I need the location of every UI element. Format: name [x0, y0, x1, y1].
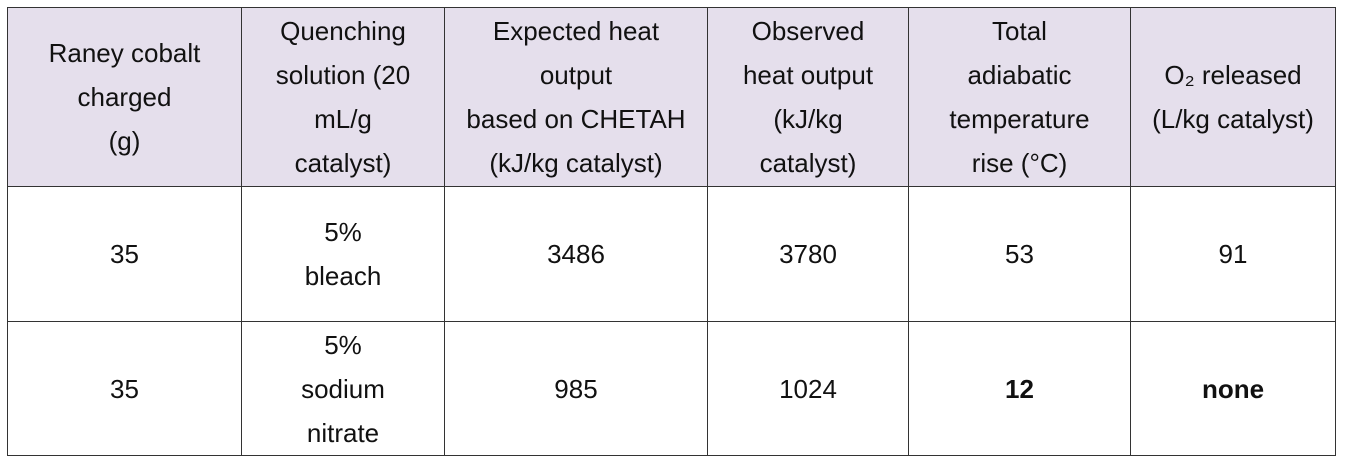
table-cell: 12	[908, 321, 1131, 456]
cell-line: adiabatic	[967, 60, 1072, 90]
table-cell: 3780	[707, 186, 909, 322]
cell-line: catalyst)	[759, 148, 857, 178]
cell-line: rise (°C)	[971, 148, 1068, 178]
cell-line: sodium	[301, 373, 385, 404]
cell-line: catalyst)	[294, 148, 392, 178]
table-cell: 985	[444, 321, 708, 456]
table-cell: 3486	[444, 186, 708, 322]
table-cell: 1024	[707, 321, 909, 456]
cell-line: Expected heat	[492, 16, 660, 46]
header-cell: Raney cobalt charged (g)	[7, 7, 242, 187]
table-cell: 91	[1130, 186, 1336, 322]
header-row: Raney cobalt charged (g) Quenching solution …	[7, 7, 1336, 187]
cell-line: bleach	[304, 261, 382, 291]
table-row: 35 5% bleach 3486 3780 53 91	[7, 186, 1336, 322]
cell-line: (g)	[108, 126, 141, 156]
cell-line: mL/g	[314, 104, 372, 134]
table-cell: 5% bleach	[241, 186, 445, 322]
cell-line: (kJ/kg catalyst)	[489, 148, 663, 178]
cell-line: Total	[992, 16, 1047, 46]
table-header: Raney cobalt charged (g) Quenching solution …	[7, 7, 1336, 187]
cell-line: Raney cobalt	[48, 38, 201, 68]
header-cell: Observed heat output (kJ/kg catalyst)	[707, 7, 909, 187]
table-cell: 5% sodium nitrate	[241, 321, 445, 456]
cell-line: (L/kg catalyst)	[1152, 104, 1314, 134]
cell-line: O₂ released	[1164, 60, 1302, 90]
data-table: Raney cobalt charged (g) Quenching solution …	[7, 7, 1336, 456]
table-cell: 35	[7, 321, 242, 456]
cell-line: 5%	[324, 217, 362, 247]
cell-line: 5%	[324, 329, 362, 360]
cell-line: charged	[77, 82, 172, 112]
cell-line: (kJ/kg	[773, 104, 843, 134]
table-cell: 35	[7, 186, 242, 322]
cell-line: Observed	[751, 16, 865, 46]
header-cell: Total adiabatic temperature rise (°C)	[908, 7, 1131, 187]
header-cell: Quenching solution (20 mL/g catalyst)	[241, 7, 445, 187]
cell-line: solution (20	[275, 60, 411, 90]
table-cell: 53	[908, 186, 1131, 322]
header-cell: Expected heat output based on CHETAH (kJ/kg…	[444, 7, 708, 187]
cell-line: heat output	[742, 60, 874, 90]
table-body: 35 5% bleach 3486 3780 53 91 35 5% sodium nitrate 9…	[7, 186, 1336, 456]
table-row: 35 5% sodium nitrate 985 1024 12 none	[7, 321, 1336, 456]
table-cell: none	[1130, 321, 1336, 456]
cell-line: based on CHETAH	[466, 104, 686, 134]
cell-line: Quenching	[280, 16, 406, 46]
cell-line: output	[539, 60, 613, 90]
cell-line: temperature	[949, 104, 1090, 134]
header-cell: O₂ released (L/kg catalyst)	[1130, 7, 1336, 187]
cell-line: nitrate	[306, 417, 380, 448]
